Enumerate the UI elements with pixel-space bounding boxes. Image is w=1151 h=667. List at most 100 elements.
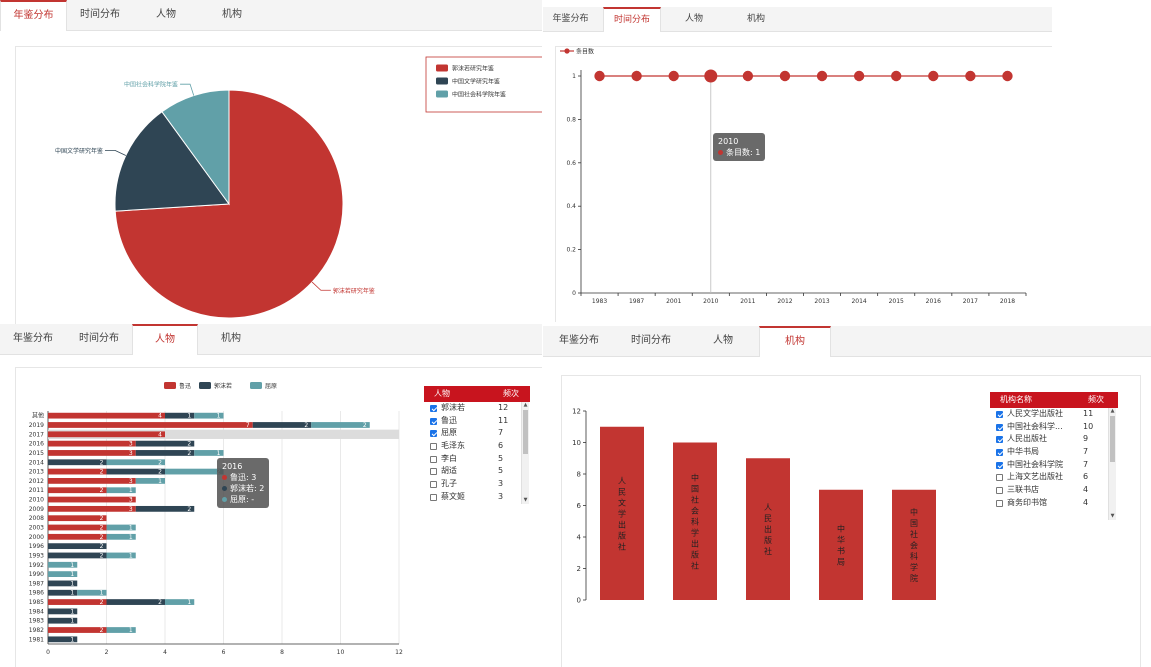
person-table-row[interactable]: 鲁迅 11 — [424, 415, 530, 428]
bar-2016-郭沫若[interactable] — [135, 440, 195, 447]
data-point-2013[interactable] — [816, 70, 828, 82]
scroll-up-arrow[interactable]: ▲ — [523, 402, 528, 408]
bar-2019-鲁迅[interactable] — [48, 422, 253, 428]
bar-中华书局[interactable] — [819, 489, 863, 600]
person-table-row[interactable]: 屈原 7 — [424, 427, 530, 440]
bar-1986-郭沫若[interactable] — [48, 589, 78, 596]
bar-其他-郭沫若[interactable] — [165, 412, 195, 419]
scroll-thumb[interactable] — [523, 410, 528, 454]
row-checkbox[interactable] — [430, 493, 437, 501]
tab-yearbook[interactable]: 年鉴分布 — [13, 333, 53, 344]
scroll-down-arrow[interactable]: ▼ — [523, 497, 528, 503]
bar-2000-鲁迅[interactable] — [48, 533, 107, 540]
bar-1993-屈原[interactable] — [106, 552, 136, 559]
bar-2011-屈原[interactable] — [106, 487, 136, 494]
institution-table-row[interactable]: 中华书局 7 — [990, 446, 1118, 459]
bar-1993-郭沫若[interactable] — [48, 552, 107, 559]
bar-人民文学出版社[interactable] — [600, 426, 644, 600]
bar-1982-屈原[interactable] — [106, 627, 136, 633]
tab-person[interactable]: 人物 — [156, 9, 176, 20]
table-scrollbar[interactable]: ▲ ▼ — [1108, 408, 1116, 520]
tab-person[interactable]: 人物 — [132, 324, 198, 355]
bar-2008-鲁迅[interactable] — [48, 515, 107, 522]
pie-slice-2[interactable] — [161, 89, 230, 206]
bar-2011-鲁迅[interactable] — [48, 487, 107, 494]
bar-2009-郭沫若[interactable] — [135, 505, 195, 512]
scroll-up-arrow[interactable]: ▲ — [1110, 408, 1115, 414]
row-checkbox[interactable] — [430, 443, 437, 451]
person-table-row[interactable]: 蔡文姬 3 — [424, 491, 530, 504]
data-point-2014[interactable] — [853, 70, 865, 82]
bar-2015-屈原[interactable] — [194, 450, 224, 456]
institution-table-row[interactable]: 中国社会科学院 7 — [990, 459, 1118, 472]
institution-table-row[interactable]: 商务印书馆 4 — [990, 497, 1118, 510]
bar-1985-鲁迅[interactable] — [48, 599, 107, 605]
row-checkbox[interactable] — [430, 417, 437, 425]
bar-2017-鲁迅[interactable] — [48, 431, 165, 438]
tab-yearbook[interactable]: 年鉴分布 — [552, 14, 589, 24]
tab-person[interactable]: 人物 — [684, 14, 703, 24]
row-checkbox[interactable] — [996, 436, 1003, 444]
bar-2013-郭沫若[interactable] — [106, 468, 166, 475]
tab-institution[interactable]: 机构 — [759, 326, 831, 357]
data-point-2010[interactable] — [704, 69, 718, 83]
bar-中国社会科学出版社[interactable] — [673, 442, 717, 601]
tab-person[interactable]: 人物 — [713, 335, 733, 346]
row-checkbox[interactable] — [430, 405, 437, 412]
person-table-row[interactable]: 郭沫若 12 — [424, 402, 530, 415]
tab-yearbook[interactable]: 年鉴分布 — [0, 0, 67, 31]
row-checkbox[interactable] — [430, 481, 437, 489]
data-point-2011[interactable] — [742, 70, 754, 82]
tab-time[interactable]: 时间分布 — [80, 9, 120, 20]
bar-2013-屈原[interactable] — [165, 468, 224, 475]
bar-1984-郭沫若[interactable] — [48, 608, 78, 615]
bar-2013-鲁迅[interactable] — [48, 468, 107, 475]
bar-1990-屈原[interactable] — [48, 571, 78, 577]
bar-1996-郭沫若[interactable] — [48, 543, 107, 550]
person-table-row[interactable]: 李白 5 — [424, 453, 530, 466]
bar-2012-鲁迅[interactable] — [48, 478, 136, 484]
bar-2010-鲁迅[interactable] — [48, 496, 136, 503]
row-checkbox[interactable] — [996, 474, 1003, 482]
tab-time[interactable]: 时间分布 — [631, 335, 671, 346]
row-checkbox[interactable] — [996, 423, 1003, 431]
tab-institution[interactable]: 机构 — [222, 9, 242, 20]
scroll-down-arrow[interactable]: ▼ — [1110, 513, 1115, 519]
bar-2014-郭沫若[interactable] — [48, 459, 107, 466]
tab-yearbook[interactable]: 年鉴分布 — [559, 335, 599, 346]
person-table-row[interactable]: 孔子 3 — [424, 478, 530, 491]
pie-slice-1[interactable] — [114, 111, 230, 212]
row-checkbox[interactable] — [996, 411, 1003, 418]
data-point-2018[interactable] — [1002, 70, 1013, 82]
tab-institution[interactable]: 机构 — [221, 333, 241, 344]
bar-2012-屈原[interactable] — [135, 478, 165, 484]
bar-2016-鲁迅[interactable] — [48, 440, 136, 447]
bar-1983-郭沫若[interactable] — [48, 617, 78, 624]
row-checkbox[interactable] — [430, 430, 437, 438]
bar-1986-屈原[interactable] — [77, 589, 107, 596]
bar-2014-屈原[interactable] — [106, 459, 166, 466]
bar-2003-屈原[interactable] — [106, 524, 136, 531]
bar-中国社会科学院[interactable] — [892, 489, 936, 600]
row-checkbox[interactable] — [430, 468, 437, 476]
person-table-row[interactable]: 胡适 5 — [424, 465, 530, 478]
bar-人民出版社[interactable] — [746, 458, 790, 600]
data-point-2017[interactable] — [965, 70, 976, 82]
bar-1987-郭沫若[interactable] — [48, 580, 78, 587]
row-checkbox[interactable] — [996, 461, 1003, 469]
bar-2000-屈原[interactable] — [106, 533, 136, 540]
bar-2009-鲁迅[interactable] — [48, 505, 136, 512]
row-checkbox[interactable] — [996, 499, 1003, 507]
row-checkbox[interactable] — [996, 487, 1003, 495]
bar-2019-郭沫若[interactable] — [252, 422, 312, 428]
data-point-2001[interactable] — [668, 70, 679, 82]
institution-table-row[interactable]: 上海文艺出版社 6 — [990, 471, 1118, 484]
bar-2003-鲁迅[interactable] — [48, 524, 107, 531]
bar-2015-鲁迅[interactable] — [48, 450, 136, 456]
person-table-row[interactable]: 毛泽东 6 — [424, 440, 530, 453]
institution-table-row[interactable]: 中国社会科学... 10 — [990, 421, 1118, 434]
data-point-2012[interactable] — [779, 70, 791, 82]
bar-其他-鲁迅[interactable] — [48, 412, 165, 419]
row-checkbox[interactable] — [996, 449, 1003, 457]
bar-其他-屈原[interactable] — [194, 412, 224, 419]
